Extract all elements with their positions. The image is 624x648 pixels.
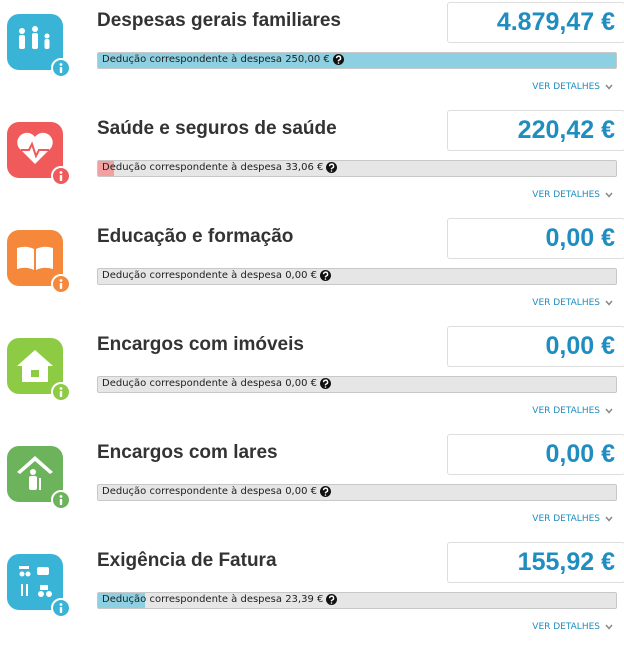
deduction-label: Dedução correspondente à despesa 250,00 … xyxy=(102,54,330,65)
details-link[interactable]: VER DETALHES xyxy=(532,514,613,524)
chevron xyxy=(605,300,613,306)
deduction-row: Encargos com imóveis 0,00 € Dedução corres… xyxy=(0,324,624,432)
amount: 0,00 € xyxy=(545,440,615,468)
chevron xyxy=(605,624,613,630)
icon-glyph xyxy=(17,456,53,490)
category-title: Educação e formação xyxy=(97,226,294,247)
bar-fill xyxy=(98,161,114,176)
deduction-bar: Dedução correspondente à despesa 250,00 … xyxy=(97,52,617,69)
category-title: Encargos com imóveis xyxy=(97,334,304,355)
amount-box: 0,00 € xyxy=(447,218,624,259)
category-title: Saúde e seguros de saúde xyxy=(97,118,337,139)
amount-box: 4.879,47 € xyxy=(447,2,624,43)
help-icon[interactable] xyxy=(320,270,331,281)
details-label[interactable]: VER DETALHES xyxy=(532,82,600,92)
category-title: Encargos com lares xyxy=(97,442,278,463)
deduction-row: Despesas gerais familiares 4.879,47 € Dedu… xyxy=(0,0,624,108)
deduction-label: Dedução correspondente à despesa 0,00 € xyxy=(102,270,317,281)
amount: 0,00 € xyxy=(545,332,615,360)
deduction-row: Encargos com lares 0,00 € Dedução correspo… xyxy=(0,432,624,540)
info-badge[interactable] xyxy=(51,274,71,294)
deduction-label: Dedução correspondente à despesa 33,06 € xyxy=(102,162,324,173)
chevron xyxy=(605,516,613,522)
category-icon xyxy=(7,554,63,610)
category-title: Exigência de Fatura xyxy=(97,550,277,571)
amount: 4.879,47 € xyxy=(496,8,615,36)
deduction-bar: Dedução correspondente à despesa 0,00 € xyxy=(97,484,617,501)
deduction-text: Dedução correspondente à despesa 0,00 € xyxy=(102,270,331,281)
details-label[interactable]: VER DETALHES xyxy=(532,622,600,632)
category-title: Despesas gerais familiares xyxy=(97,10,341,31)
info-glyph xyxy=(59,495,63,505)
icon-glyph xyxy=(19,26,50,49)
info-glyph xyxy=(59,387,63,397)
amount: 220,42 € xyxy=(517,116,615,144)
category-icon xyxy=(7,122,63,178)
details-link[interactable]: VER DETALHES xyxy=(532,298,613,308)
amount-box: 220,42 € xyxy=(447,110,624,151)
icon-glyph xyxy=(17,132,53,164)
info-glyph xyxy=(59,603,63,613)
details-link[interactable]: VER DETALHES xyxy=(532,406,613,416)
icon-glyph xyxy=(17,350,53,382)
category-icon xyxy=(7,14,63,70)
details-link[interactable]: VER DETALHES xyxy=(532,82,613,92)
deduction-bar: Dedução correspondente à despesa 23,39 € xyxy=(97,592,617,609)
info-glyph xyxy=(59,279,63,289)
deduction-text: Dedução correspondente à despesa 0,00 € xyxy=(102,378,331,389)
info-badge[interactable] xyxy=(51,490,71,510)
details-link[interactable]: VER DETALHES xyxy=(532,622,613,632)
details-label[interactable]: VER DETALHES xyxy=(532,190,600,200)
deduction-label: Dedução correspondente à despesa 0,00 € xyxy=(102,486,317,497)
deduction-text: Dedução correspondente à despesa 23,39 € xyxy=(102,594,338,605)
details-link[interactable]: VER DETALHES xyxy=(532,190,613,200)
deduction-label: Dedução correspondente à despesa 23,39 € xyxy=(102,594,324,605)
info-glyph xyxy=(59,171,63,181)
info-badge[interactable] xyxy=(51,382,71,402)
help-icon[interactable] xyxy=(332,54,344,65)
help-icon[interactable] xyxy=(326,162,338,173)
amount-box: 155,92 € xyxy=(447,542,624,583)
help-icon[interactable] xyxy=(326,594,338,605)
deduction-bar: Dedução correspondente à despesa 0,00 € xyxy=(97,376,617,393)
chevron xyxy=(605,84,613,90)
info-glyph xyxy=(59,63,63,73)
amount-box: 0,00 € xyxy=(447,434,624,475)
info-badge[interactable] xyxy=(51,598,71,618)
deduction-bar: Dedução correspondente à despesa 0,00 € xyxy=(97,268,617,285)
bar-fill xyxy=(98,53,616,68)
deduction-text: Dedução correspondente à despesa 250,00 … xyxy=(102,54,344,65)
deduction-label: Dedução correspondente à despesa 0,00 € xyxy=(102,378,317,389)
icon-glyph xyxy=(19,566,52,597)
help-icon[interactable] xyxy=(320,486,331,497)
details-label[interactable]: VER DETALHES xyxy=(532,298,600,308)
details-label[interactable]: VER DETALHES xyxy=(532,514,600,524)
deduction-row: Educação e formação 0,00 € Dedução corresp… xyxy=(0,216,624,324)
info-badge[interactable] xyxy=(51,166,71,186)
deduction-text: Dedução correspondente à despesa 0,00 € xyxy=(102,486,331,497)
details-label[interactable]: VER DETALHES xyxy=(532,406,600,416)
deduction-text: Dedução correspondente à despesa 33,06 € xyxy=(102,162,338,173)
amount: 0,00 € xyxy=(545,224,615,252)
help-icon[interactable] xyxy=(320,378,331,389)
deduction-row: Saúde e seguros de saúde 220,42 € Dedução … xyxy=(0,108,624,216)
deduction-row: Exigência de Fatura 155,92 € Dedução corre… xyxy=(0,540,624,648)
chevron xyxy=(605,192,613,198)
amount: 155,92 € xyxy=(517,548,615,576)
bar-fill xyxy=(98,593,145,608)
icon-glyph xyxy=(17,246,53,270)
deduction-bar: Dedução correspondente à despesa 33,06 € xyxy=(97,160,617,177)
info-badge[interactable] xyxy=(51,58,71,78)
chevron xyxy=(605,408,613,414)
amount-box: 0,00 € xyxy=(447,326,624,367)
